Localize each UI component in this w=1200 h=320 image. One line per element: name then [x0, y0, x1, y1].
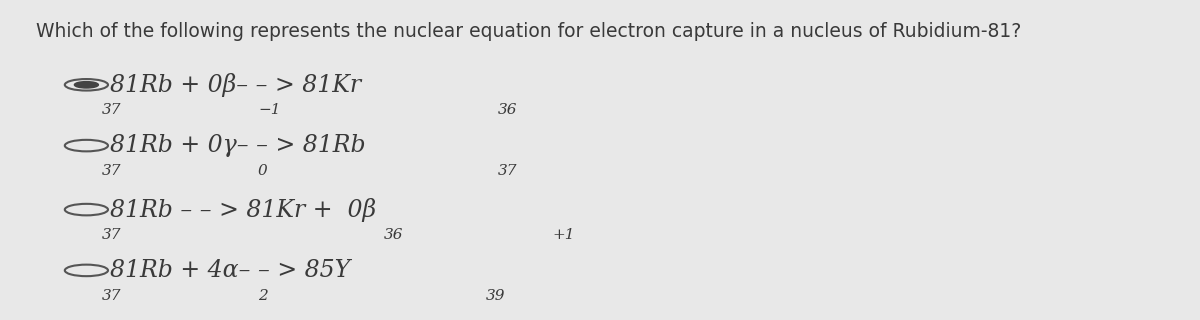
Text: +1: +1 — [552, 228, 575, 242]
Text: −1: −1 — [258, 103, 281, 117]
Text: 0: 0 — [258, 164, 268, 178]
Text: 36: 36 — [498, 103, 517, 117]
Text: 39: 39 — [486, 289, 505, 303]
Text: Which of the following represents the nuclear equation for electron capture in a: Which of the following represents the nu… — [36, 22, 1021, 41]
Text: 81Rb – – > 81Kr +  0β: 81Rb – – > 81Kr + 0β — [110, 197, 377, 221]
Text: 81Rb + 0γ– – > 81Rb: 81Rb + 0γ– – > 81Rb — [110, 134, 366, 157]
Text: 36: 36 — [384, 228, 403, 242]
Text: 37: 37 — [498, 164, 517, 178]
Text: 37: 37 — [102, 289, 121, 303]
Text: 81Rb + 4α– – > 85Y: 81Rb + 4α– – > 85Y — [110, 259, 350, 282]
Text: 2: 2 — [258, 289, 268, 303]
Text: 37: 37 — [102, 103, 121, 117]
Text: 81Rb + 0β– – > 81Kr: 81Rb + 0β– – > 81Kr — [110, 73, 361, 97]
Text: 37: 37 — [102, 228, 121, 242]
Text: 37: 37 — [102, 164, 121, 178]
